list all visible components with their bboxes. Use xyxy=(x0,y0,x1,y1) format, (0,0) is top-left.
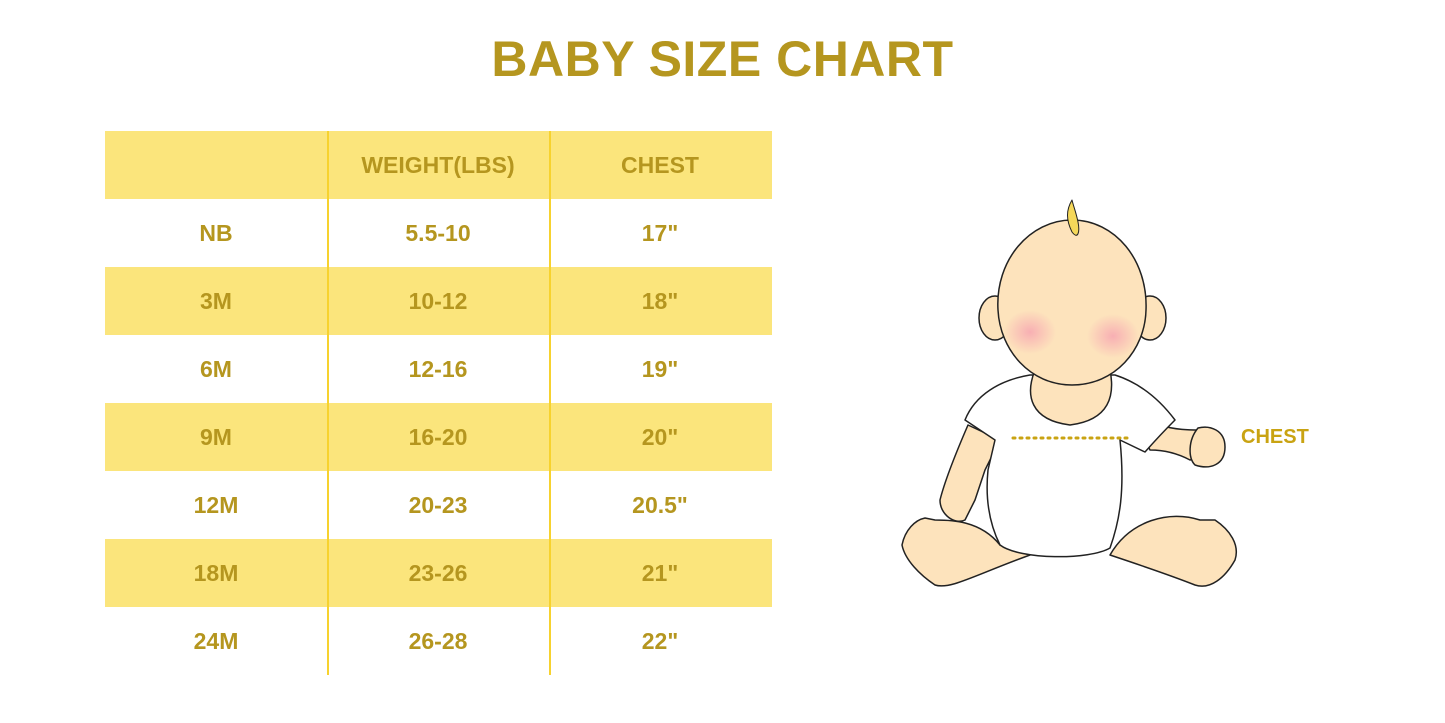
chest-cell: 17" xyxy=(641,219,679,246)
size-cell: 18M xyxy=(193,559,239,586)
chest-cell: 18" xyxy=(641,287,679,314)
weight-cell: 20-23 xyxy=(408,491,468,518)
page-title: BABY SIZE CHART xyxy=(491,31,954,87)
size-cell: 9M xyxy=(200,423,232,450)
chest-cell: 19" xyxy=(641,355,679,382)
weight-cell: 10-12 xyxy=(408,287,468,314)
table-row: 24M 26-28 22" xyxy=(105,607,772,675)
chest-cell: 20.5" xyxy=(632,491,688,518)
size-cell: NB xyxy=(199,219,233,246)
chest-label: CHEST xyxy=(1241,426,1309,448)
weight-cell: 5.5-10 xyxy=(405,219,471,246)
size-cell: 6M xyxy=(200,355,232,382)
weight-cell: 12-16 xyxy=(408,355,468,382)
size-cell: 24M xyxy=(193,627,239,654)
header-cell: WEIGHT(LBS) xyxy=(361,151,515,178)
table-row: 18M 23-26 21" xyxy=(105,539,772,607)
size-table: WEIGHT(LBS) CHEST NB 5.5-10 17" 3M 10-12… xyxy=(105,131,772,675)
header-cell: CHEST xyxy=(621,151,699,178)
chest-cell: 21" xyxy=(641,559,679,586)
table-row: 9M 16-20 20" xyxy=(105,403,772,471)
table-header-row: WEIGHT(LBS) CHEST xyxy=(105,131,772,199)
table-row: 3M 10-12 18" xyxy=(105,267,772,335)
chest-cell: 22" xyxy=(641,627,679,654)
size-cell: 12M xyxy=(193,491,239,518)
size-cell: 3M xyxy=(200,287,232,314)
weight-cell: 26-28 xyxy=(408,627,468,654)
column-divider xyxy=(549,131,551,675)
table-row: NB 5.5-10 17" xyxy=(105,199,772,267)
column-divider xyxy=(327,131,329,675)
chest-cell: 20" xyxy=(641,423,679,450)
table-row: 6M 12-16 19" xyxy=(105,335,772,403)
weight-cell: 23-26 xyxy=(408,559,468,586)
table-row: 12M 20-23 20.5" xyxy=(105,471,772,539)
weight-cell: 16-20 xyxy=(408,423,468,450)
